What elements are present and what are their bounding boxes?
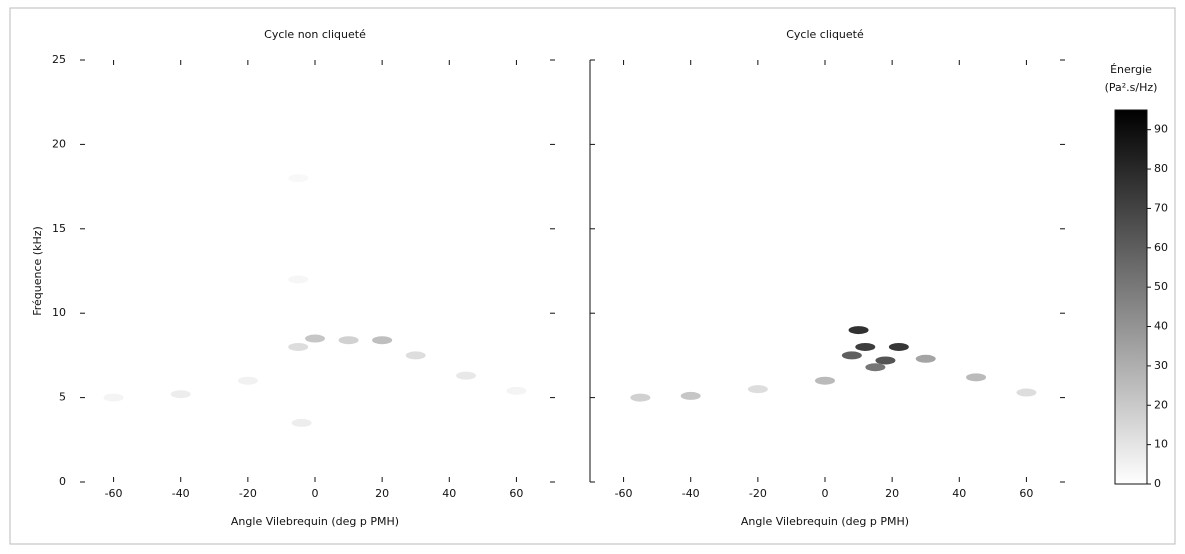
- x-tick-label: 60: [1019, 487, 1033, 500]
- energy-cell: [506, 386, 527, 395]
- energy-cell: [855, 342, 876, 351]
- panel-title: Cycle non cliqueté: [264, 28, 366, 41]
- colorbar-tick-label: 0: [1154, 477, 1161, 490]
- colorbar-tick-label: 60: [1154, 241, 1168, 254]
- x-tick-label: -60: [615, 487, 633, 500]
- y-axis-label: Fréquence (kHz): [31, 226, 44, 316]
- energy-cell: [405, 351, 426, 360]
- colorbar-tick-label: 40: [1154, 320, 1168, 333]
- energy-cell: [848, 326, 869, 335]
- energy-cell: [841, 351, 862, 360]
- y-tick-label: 5: [59, 391, 66, 404]
- x-axis-label: Angle Vilebrequin (deg p PMH): [231, 515, 399, 528]
- x-axis-label: Angle Vilebrequin (deg p PMH): [741, 515, 909, 528]
- x-tick-label: -20: [239, 487, 257, 500]
- energy-cell: [237, 376, 258, 385]
- energy-cell: [915, 354, 936, 363]
- energy-cell: [865, 363, 886, 372]
- energy-cell: [966, 373, 987, 382]
- x-tick-label: 20: [885, 487, 899, 500]
- energy-cell: [291, 418, 312, 427]
- energy-cell: [815, 376, 835, 385]
- x-tick-label: 40: [442, 487, 456, 500]
- y-tick-label: 20: [52, 137, 66, 150]
- x-tick-label: 60: [509, 487, 523, 500]
- colorbar-tick-label: 80: [1154, 162, 1168, 175]
- energy-cell: [456, 371, 477, 380]
- y-tick-label: 0: [59, 475, 66, 488]
- energy-cell: [1016, 388, 1037, 397]
- colorbar: [1114, 109, 1148, 485]
- energy-cell: [372, 336, 393, 345]
- x-tick-label: 0: [312, 487, 319, 500]
- panel-title: Cycle cliqueté: [786, 28, 864, 41]
- x-tick-label: 40: [952, 487, 966, 500]
- energy-cell: [288, 342, 309, 351]
- colorbar-tick-label: 20: [1154, 398, 1168, 411]
- colorbar-title: Énergie: [1110, 63, 1152, 76]
- colorbar-tick-label: 50: [1154, 280, 1168, 293]
- energy-cell: [747, 385, 768, 394]
- energy-cell: [680, 391, 701, 400]
- energy-cell: [103, 393, 124, 402]
- energy-cell: [305, 334, 325, 343]
- y-tick-label: 25: [52, 53, 66, 66]
- x-tick-label: 20: [375, 487, 389, 500]
- colorbar-unit: (Pa².s/Hz): [1105, 81, 1158, 94]
- y-tick-label: 10: [52, 306, 66, 319]
- x-tick-label: -40: [682, 487, 700, 500]
- frame: [9, 7, 1176, 545]
- energy-cell: [630, 393, 651, 402]
- y-tick-label: 15: [52, 222, 66, 235]
- colorbar-tick-label: 90: [1154, 123, 1168, 136]
- energy-cell: [170, 390, 191, 399]
- x-tick-label: -60: [105, 487, 123, 500]
- energy-cell: [875, 356, 896, 365]
- x-tick-label: -40: [172, 487, 190, 500]
- colorbar-tick-label: 30: [1154, 359, 1168, 372]
- colorbar-tick-label: 70: [1154, 201, 1168, 214]
- energy-cell: [288, 174, 309, 183]
- energy-cell: [288, 275, 309, 284]
- x-tick-label: -20: [749, 487, 767, 500]
- x-tick-label: 0: [822, 487, 829, 500]
- colorbar-tick-label: 10: [1154, 438, 1168, 451]
- energy-cell: [338, 336, 359, 345]
- energy-cell: [888, 342, 909, 351]
